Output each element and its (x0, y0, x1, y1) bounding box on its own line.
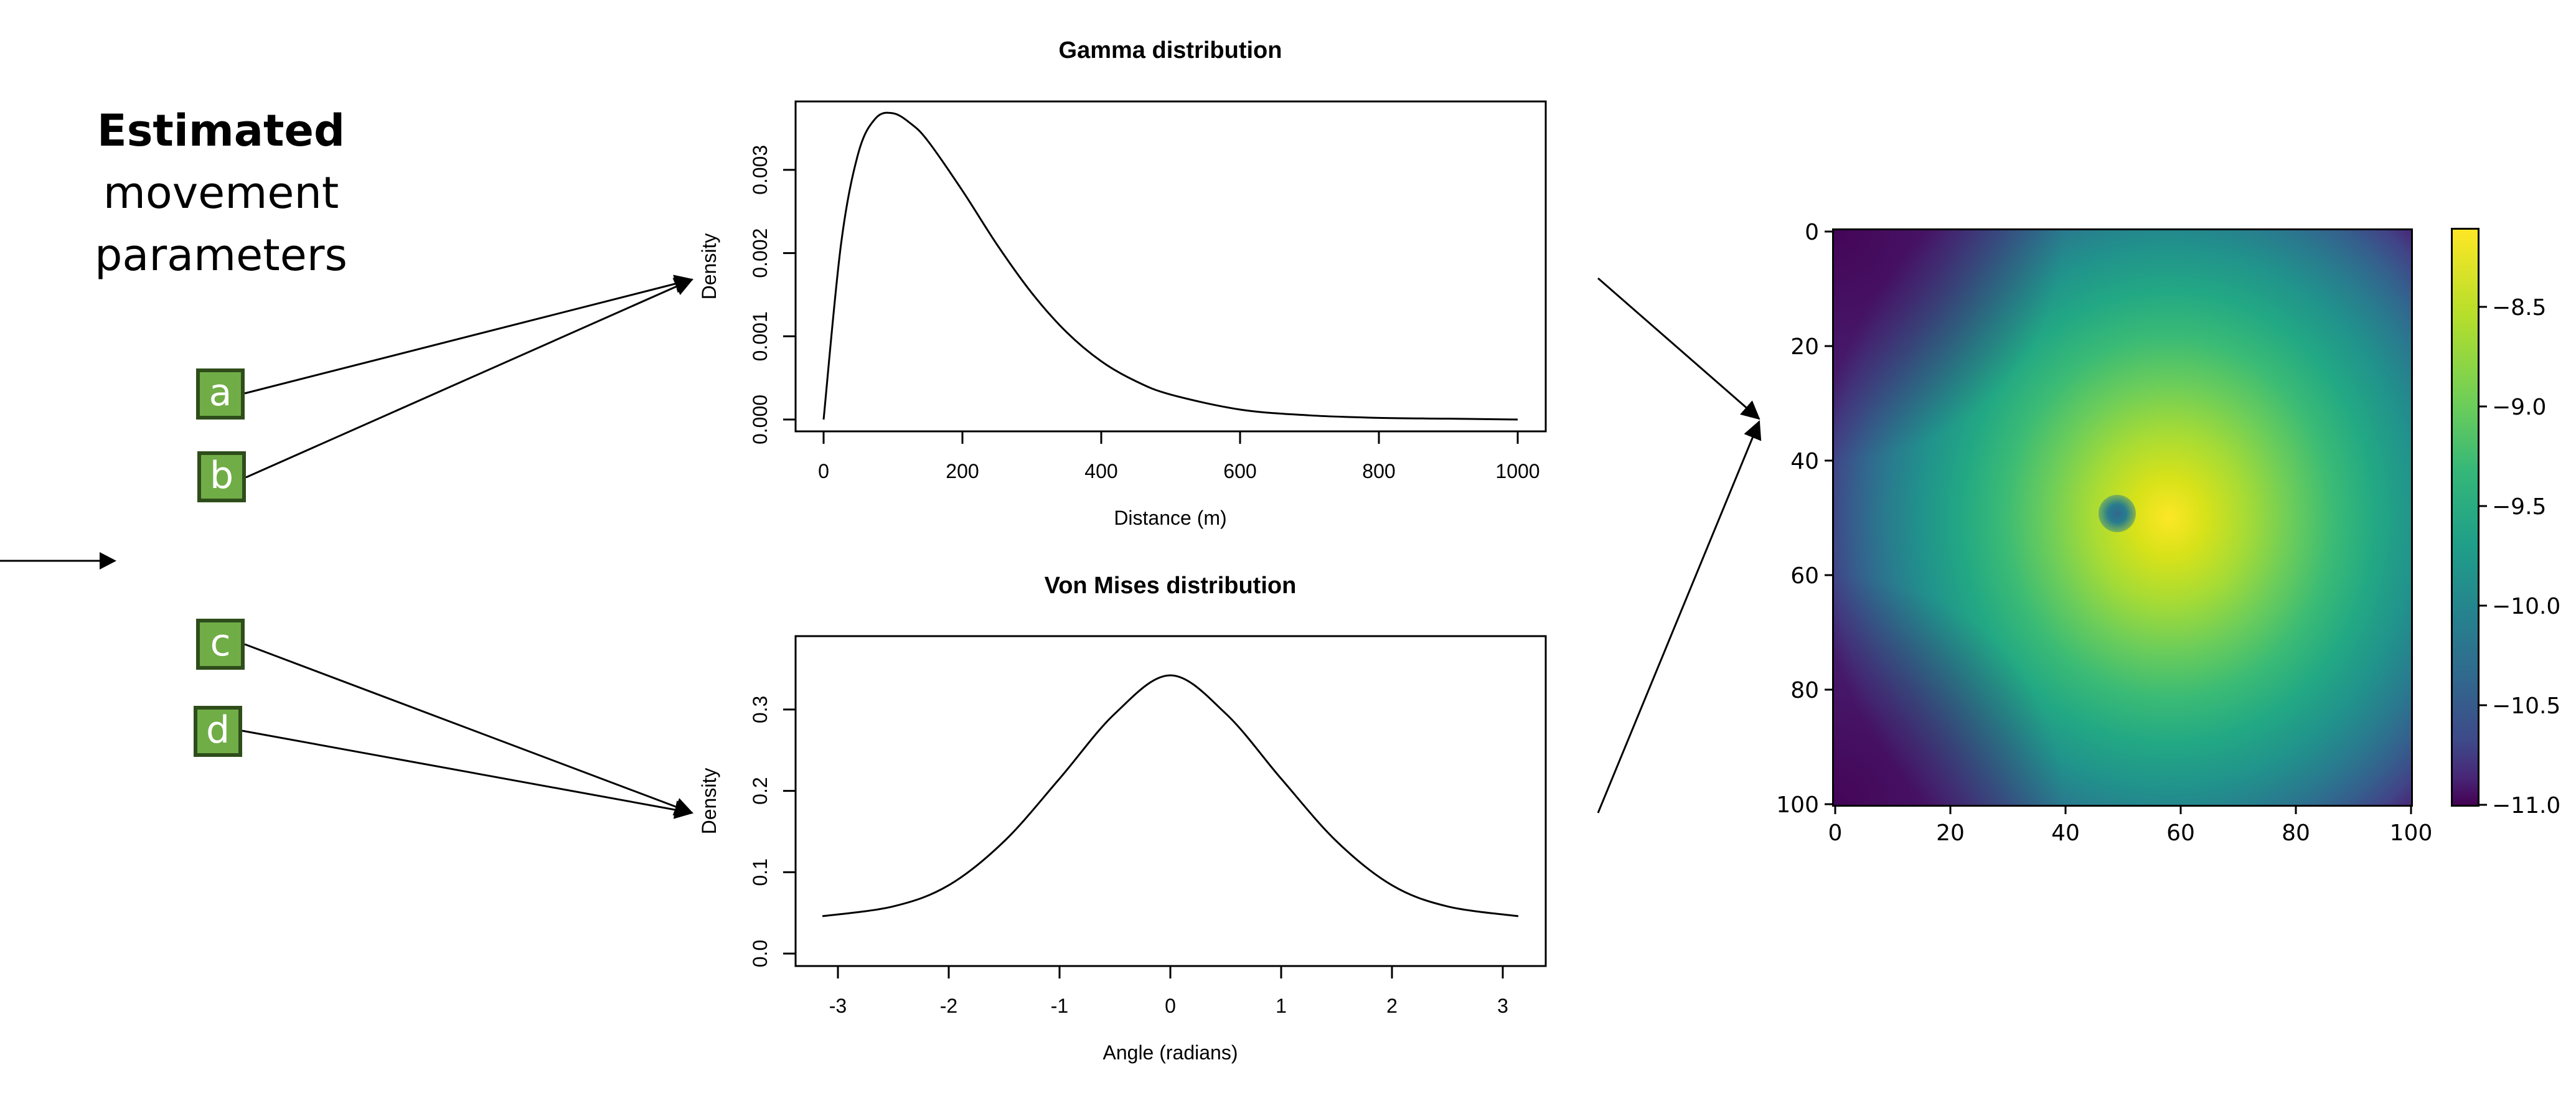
heatmap-x-axis: 0 20 40 60 80 100 (1828, 807, 2433, 846)
header-line-parameters: parameters (94, 230, 348, 281)
vonmises-x-tick-label: 2 (1386, 995, 1398, 1017)
heatmap-y-tick-label: 80 (1790, 678, 1819, 703)
heatmap-x-tick-label: 0 (1828, 820, 1843, 846)
heatmap-y-axis: 0 20 40 60 80 100 (1776, 220, 1832, 818)
vonmises-y-tick-label: 0.3 (749, 696, 771, 723)
gamma-x-tick-label: 1000 (1495, 460, 1539, 482)
vonmises-y-tick-label: 0.2 (749, 777, 771, 804)
vonmises-x-tick-label: 3 (1497, 995, 1508, 1017)
gamma-x-tick-label: 800 (1362, 460, 1395, 482)
heatmap-y-tick-label: 20 (1790, 334, 1819, 360)
gamma-x-tick-label: 400 (1084, 460, 1117, 482)
colorbar-tick-label: −8.5 (2492, 295, 2546, 321)
vonmises-y-tick-label: 0.0 (749, 940, 771, 967)
gamma-y-tick-label: 0.003 (749, 145, 771, 195)
arrow-gamma-to-heatmap (1597, 277, 1760, 420)
heatmap-y-tick-label: 40 (1790, 449, 1819, 474)
vonmises-x-tick-label: 1 (1276, 995, 1287, 1017)
heatmap-x-tick-label: 20 (1936, 820, 1965, 846)
vonmises-y-label: Density (698, 768, 720, 835)
vonmises-chart-title: Von Mises distribution (1045, 573, 1297, 599)
gamma-chart-title: Gamma distribution (1059, 37, 1282, 63)
gamma-y-tick-label: 0.001 (749, 311, 771, 361)
gamma-x-tick-label: 200 (946, 460, 979, 482)
heatmap-x-tick-label: 40 (2051, 820, 2080, 846)
gamma-x-axis: 0 200 400 600 800 1000 (818, 431, 1540, 482)
left-input-arrow (0, 552, 116, 570)
vonmises-x-axis: -3 -2 -1 0 1 2 3 (829, 966, 1508, 1017)
heatmap-x-tick-label: 60 (2166, 820, 2195, 846)
gamma-density-curve (822, 111, 1518, 421)
arrow-a-to-gamma (244, 274, 693, 395)
vonmises-density-curve (822, 674, 1519, 917)
gamma-y-axis: 0.000 0.001 0.002 0.003 (749, 145, 796, 444)
gamma-y-label: Density (698, 233, 720, 300)
heatmap-plot (1832, 228, 2413, 807)
vonmises-x-label: Angle (radians) (1103, 1041, 1238, 1064)
arrow-d-to-vonmises (242, 729, 693, 819)
gamma-plot-frame (794, 100, 1547, 433)
parameter-box-b: b (197, 451, 246, 502)
heatmap-y-tick-label: 60 (1790, 563, 1819, 589)
heatmap-low-spot (2099, 495, 2136, 532)
arrow-vonmises-to-heatmap (1597, 420, 1762, 814)
header-line-estimated: Estimated (96, 105, 346, 156)
colorbar-tick-label: −10.0 (2492, 594, 2560, 619)
parameter-box-a: a (196, 368, 245, 420)
vonmises-y-tick-label: 0.1 (749, 858, 771, 886)
colorbar-ticks: −8.5 −9.0 −9.5 −10.0 −10.5 −11.0 (2480, 295, 2560, 819)
gamma-y-tick-label: 0.002 (749, 228, 771, 278)
vonmises-x-tick-label: -2 (940, 995, 957, 1017)
colorbar (2451, 228, 2480, 807)
gamma-x-tick-label: 600 (1223, 460, 1256, 482)
vonmises-x-tick-label: -3 (829, 995, 847, 1017)
arrow-b-to-gamma (245, 278, 693, 479)
header-line-movement: movement (103, 167, 339, 218)
colorbar-tick-label: −11.0 (2492, 793, 2560, 819)
parameter-box-c: c (196, 619, 245, 670)
heatmap-y-tick-label: 0 (1805, 220, 1819, 245)
heatmap-y-tick-label: 100 (1776, 792, 1819, 818)
gamma-x-tick-label: 0 (818, 460, 829, 482)
vonmises-y-axis: 0.0 0.1 0.2 0.3 (749, 696, 796, 967)
gamma-x-label: Distance (m) (1114, 507, 1226, 529)
colorbar-tick-label: −9.0 (2492, 395, 2546, 420)
header-title: Estimated movement parameters (81, 100, 361, 286)
colorbar-tick-label: −10.5 (2492, 693, 2560, 719)
vonmises-x-tick-label: -1 (1051, 995, 1068, 1017)
arrow-c-to-vonmises (244, 643, 693, 816)
heatmap-x-tick-label: 100 (2390, 820, 2433, 846)
gamma-y-tick-label: 0.000 (749, 395, 771, 444)
vonmises-x-tick-label: 0 (1165, 995, 1176, 1017)
heatmap-x-tick-label: 80 (2282, 820, 2310, 846)
parameter-box-d: d (194, 706, 242, 757)
colorbar-tick-label: −9.5 (2492, 494, 2546, 520)
